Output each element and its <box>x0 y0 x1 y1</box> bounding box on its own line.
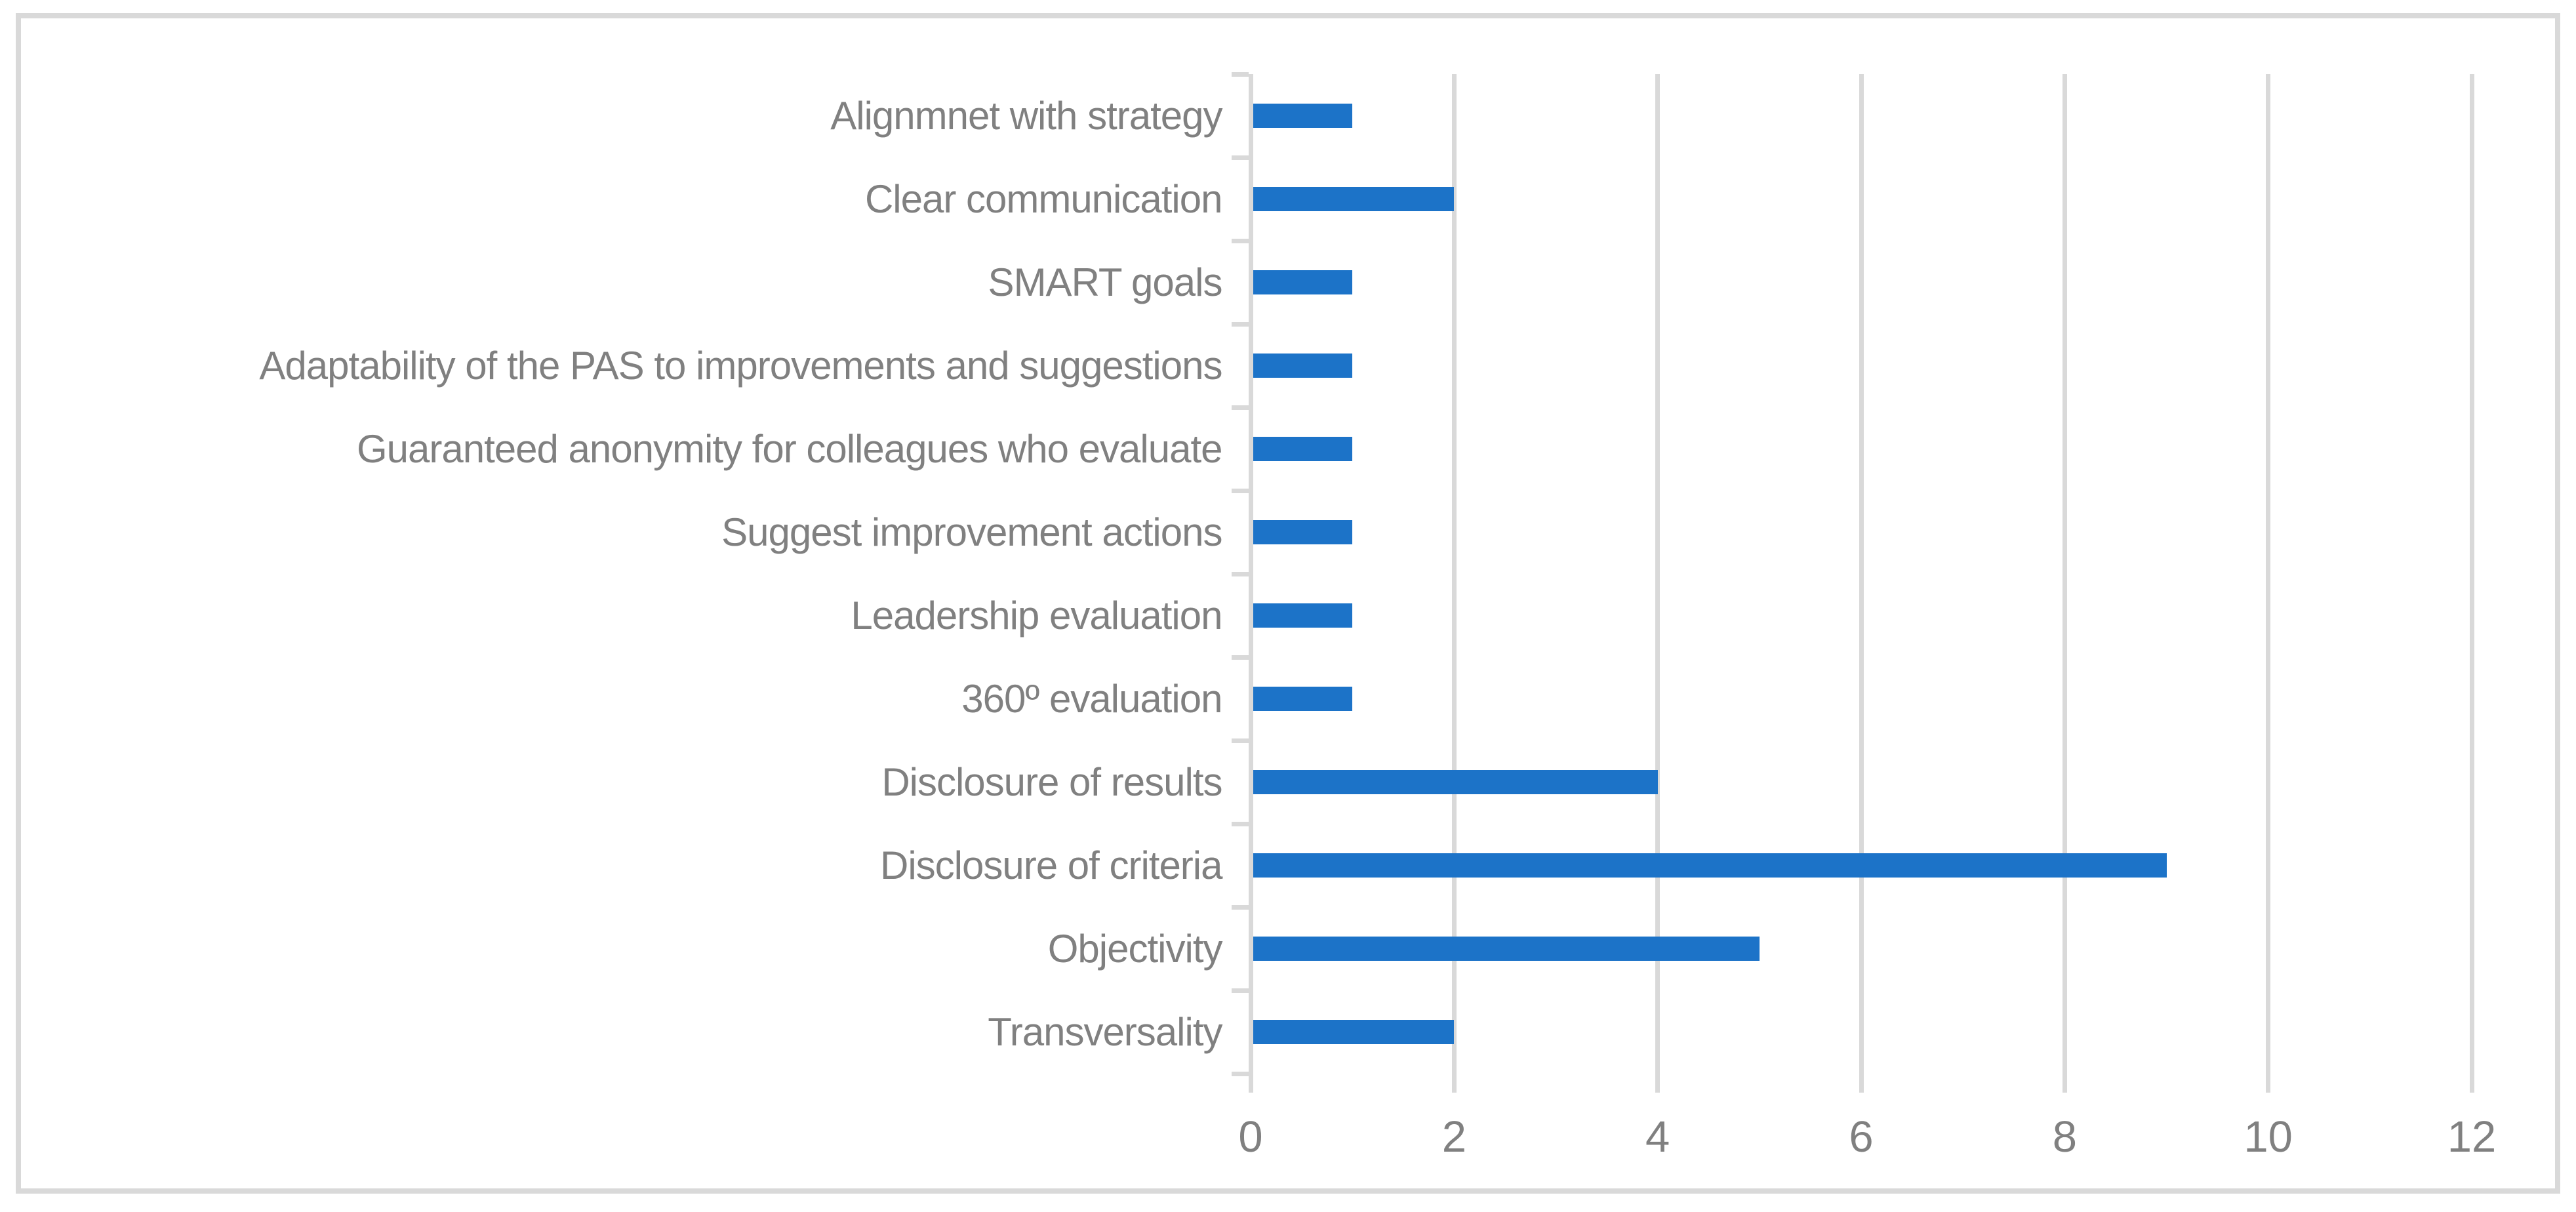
category-axis-tick <box>1231 905 1249 910</box>
category-label: Guaranteed anonymity for colleagues who … <box>356 427 1223 471</box>
value-axis-tick <box>2266 1074 2271 1093</box>
category-axis-tick <box>1231 572 1249 576</box>
gridline <box>1451 74 1457 1074</box>
bar <box>1253 770 1658 794</box>
bar <box>1253 104 1353 128</box>
category-label: Transversality <box>988 1010 1222 1054</box>
category-axis-tick <box>1231 72 1249 77</box>
category-axis-tick <box>1231 489 1249 493</box>
bar <box>1253 1020 1455 1044</box>
value-axis-tick-label: 2 <box>1441 1112 1466 1162</box>
value-axis-tick <box>1451 1074 1457 1093</box>
value-axis-tick <box>1859 1074 1864 1093</box>
category-label: Disclosure of criteria <box>880 843 1222 887</box>
bar <box>1253 853 2167 878</box>
category-axis-tick <box>1231 155 1249 160</box>
category-axis-tick <box>1231 738 1249 743</box>
bar <box>1253 354 1353 378</box>
bar <box>1253 270 1353 294</box>
gridline <box>2062 74 2067 1074</box>
category-axis-tick <box>1231 988 1249 993</box>
value-axis-tick-label: 12 <box>2447 1112 2497 1162</box>
value-axis-tick <box>1655 1074 1660 1093</box>
value-axis-tick-label: 6 <box>1849 1112 1874 1162</box>
gridline <box>1859 74 1864 1074</box>
category-label: Disclosure of results <box>881 760 1222 804</box>
value-axis-tick-label: 0 <box>1238 1112 1263 1162</box>
category-axis-tick <box>1231 405 1249 410</box>
category-axis-line <box>1248 74 1253 1093</box>
bar <box>1253 520 1353 544</box>
category-axis-tick <box>1231 1072 1249 1076</box>
category-label: Suggest improvement actions <box>721 510 1222 554</box>
gridline <box>2469 74 2474 1074</box>
category-label: Alignmnet with strategy <box>830 94 1222 138</box>
bar <box>1253 687 1353 711</box>
gridline <box>1655 74 1660 1074</box>
value-axis-tick-label: 10 <box>2244 1112 2293 1162</box>
bar <box>1253 187 1455 211</box>
value-axis-tick-label: 8 <box>2052 1112 2077 1162</box>
category-label: 360º evaluation <box>961 677 1222 721</box>
value-axis-tick <box>2062 1074 2067 1093</box>
category-label: Clear communication <box>864 177 1223 221</box>
gridline <box>2266 74 2271 1074</box>
category-axis-tick <box>1231 822 1249 826</box>
bar <box>1253 603 1353 628</box>
category-label: Adaptability of the PAS to improvements … <box>259 344 1222 388</box>
category-axis-tick <box>1231 322 1249 327</box>
category-label: Leadership evaluation <box>851 594 1222 637</box>
bar <box>1253 437 1353 461</box>
bar <box>1253 937 1760 961</box>
value-axis-tick-label: 4 <box>1645 1112 1670 1162</box>
category-label: Objectivity <box>1047 927 1223 971</box>
category-axis-tick <box>1231 239 1249 243</box>
category-label: SMART goals <box>988 260 1223 304</box>
value-axis-tick <box>2469 1074 2474 1093</box>
category-axis-tick <box>1231 655 1249 660</box>
